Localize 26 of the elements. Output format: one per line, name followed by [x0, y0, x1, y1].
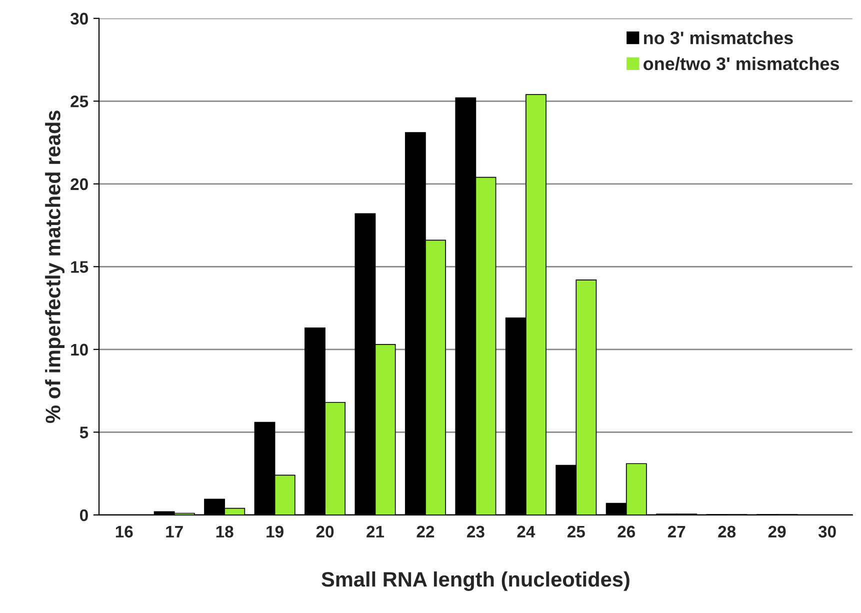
legend-label: no 3' mismatches: [644, 31, 793, 44]
x-tick-label: 29: [768, 526, 786, 538]
y-tick-label: 15: [71, 261, 88, 273]
y-tick-label: 10: [71, 344, 88, 356]
x-tick-label: 25: [567, 526, 585, 538]
x-tick-label: 30: [818, 526, 836, 538]
x-axis-title: Small RNA length (nucleotides): [322, 571, 630, 591]
x-tick-label: 27: [668, 526, 686, 538]
x-tick-label: 19: [266, 526, 284, 538]
x-tick-label: 16: [116, 526, 133, 538]
x-tick-label: 23: [467, 526, 484, 538]
y-tick-label: 20: [70, 178, 88, 190]
y-tick-label: 30: [70, 12, 88, 25]
y-tick-label: 0: [80, 509, 88, 522]
x-tick-label: 20: [316, 526, 334, 538]
x-tick-label: 24: [517, 526, 536, 538]
x-tick-label: 21: [366, 526, 384, 538]
legend-label: one/two 3' mismatches: [644, 56, 840, 70]
y-tick-label: 25: [70, 96, 88, 108]
y-tick-label: 5: [80, 426, 88, 438]
y-axis-title: % of imperfectly matched reads: [45, 110, 65, 424]
x-tick-label: 22: [416, 526, 434, 538]
x-tick-label: 26: [618, 526, 636, 538]
x-tick-label: 28: [718, 526, 736, 538]
x-tick-label: 18: [216, 526, 234, 538]
x-tick-label: 17: [166, 526, 183, 538]
